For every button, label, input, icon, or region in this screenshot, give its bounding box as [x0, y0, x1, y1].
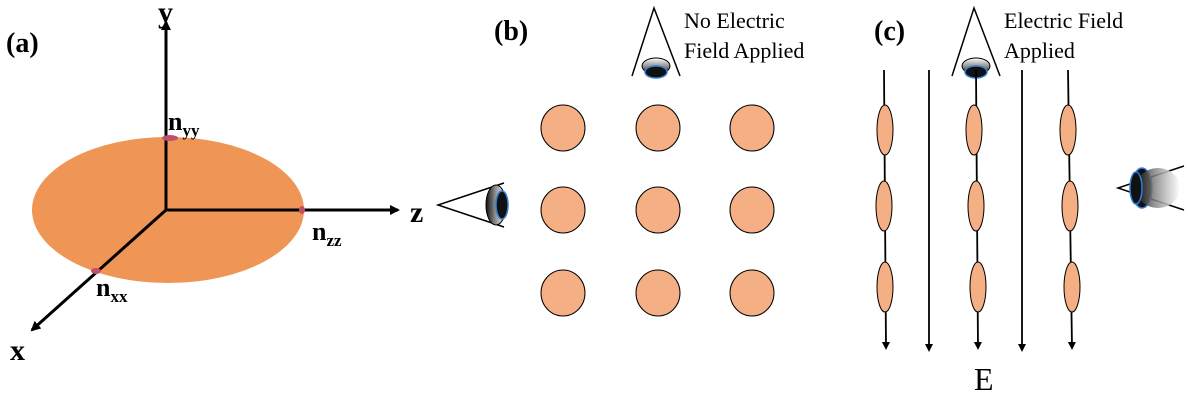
aligned-particle	[965, 104, 983, 156]
field-label-e: E	[974, 361, 994, 396]
z-axis-label: z	[410, 196, 423, 229]
particle	[729, 269, 775, 317]
aligned-particle	[875, 180, 893, 232]
nxx-sub: xx	[110, 287, 128, 306]
eye-icon	[631, 5, 681, 79]
panel-a: (a) y z x nyy nzz nxx	[6, 0, 509, 367]
nxx-marker	[91, 268, 101, 274]
aligned-particle	[967, 180, 985, 232]
eye-icon	[435, 182, 509, 228]
particle	[635, 269, 681, 317]
nzz-sub: zz	[326, 231, 342, 250]
particle	[540, 104, 586, 152]
panel-c-caption-line1: Electric Field	[1004, 8, 1123, 33]
particle	[635, 104, 681, 152]
aligned-particle	[1063, 261, 1081, 313]
panel-b-caption-line1: No Electric	[684, 8, 785, 33]
panel-c-caption-line2: Applied	[1004, 38, 1075, 63]
x-axis-label: x	[10, 334, 25, 367]
eye-icon	[951, 5, 1001, 79]
panel-b-caption-line2: Field Applied	[684, 38, 804, 63]
panel-b: (b) No Electric Field Applied	[494, 5, 804, 317]
nxx-label: nxx	[96, 273, 128, 306]
panel-a-label: (a)	[6, 28, 39, 59]
aligned-particle	[876, 104, 894, 156]
nyy-label: nyy	[168, 107, 200, 140]
panel-b-label: (b)	[494, 16, 528, 47]
particle-grid	[540, 104, 775, 317]
panel-c: (c) Electric Field Applied E	[874, 5, 1185, 396]
nxx-main: n	[96, 273, 111, 302]
aligned-particle	[1059, 104, 1077, 156]
particle	[729, 104, 775, 152]
eye-icon	[1115, 165, 1185, 211]
nyy-sub: yy	[182, 121, 200, 140]
nzz-label: nzz	[312, 217, 342, 250]
panel-c-label: (c)	[874, 16, 905, 47]
nzz-main: n	[312, 217, 327, 246]
particle	[540, 269, 586, 317]
aligned-particle	[876, 261, 894, 313]
nyy-main: n	[168, 107, 183, 136]
y-axis-label: y	[158, 0, 173, 29]
particle	[635, 186, 681, 234]
particle	[540, 186, 586, 234]
aligned-particle	[1061, 180, 1079, 232]
particle	[729, 186, 775, 234]
aligned-particle	[969, 261, 987, 313]
nzz-marker	[299, 206, 305, 214]
nyy-marker	[162, 135, 178, 141]
aligned-particle-grid	[875, 104, 1081, 313]
